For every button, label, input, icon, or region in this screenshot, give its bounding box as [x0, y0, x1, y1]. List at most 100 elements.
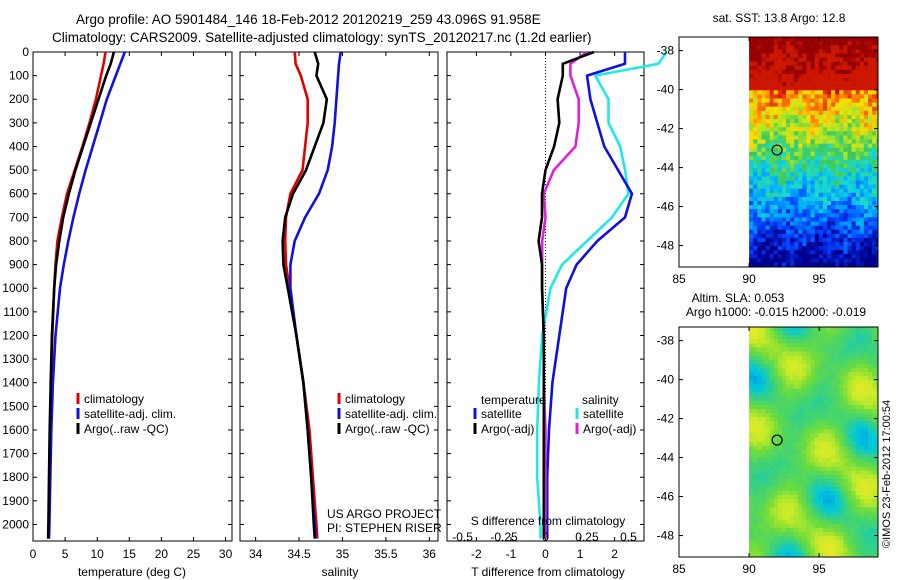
map-cell: [863, 454, 869, 459]
map-cell: [859, 106, 865, 112]
map-cell: [777, 343, 783, 348]
map-cell: [810, 368, 815, 373]
map-cell: [810, 478, 815, 484]
map-cell: [802, 229, 807, 235]
map-cell: [761, 49, 766, 54]
map-cell: [802, 417, 807, 422]
map-cell: [790, 94, 795, 99]
map-cell: [769, 82, 774, 87]
map-cell: [855, 400, 861, 406]
map-cell: [777, 114, 783, 120]
map-cell: [835, 445, 840, 451]
map-cell: [790, 123, 795, 128]
map-cell: [753, 82, 758, 87]
map-cell: [749, 482, 754, 488]
map-cell: [777, 94, 783, 99]
map-cell: [851, 262, 856, 267]
map-cell: [847, 507, 852, 512]
map-cell: [810, 78, 815, 83]
map-cell: [790, 127, 795, 132]
map-cell: [790, 131, 795, 136]
map-cell: [806, 351, 811, 356]
map-cell: [814, 441, 820, 447]
map-cell: [769, 172, 774, 177]
map-cell: [818, 491, 824, 496]
map-cell: [868, 417, 873, 422]
map-cell: [757, 147, 762, 153]
map-cell: [773, 180, 779, 185]
map-cell: [827, 536, 832, 541]
x-tick-label: 10: [91, 547, 105, 561]
map-cell: [769, 511, 774, 516]
map-cell: [835, 229, 840, 235]
map-cell: [769, 458, 774, 463]
map-cell: [806, 474, 811, 479]
map-cell: [868, 404, 873, 410]
map-cell: [810, 339, 815, 344]
map-cell: [777, 242, 783, 247]
map-cell: [798, 53, 803, 58]
map-cell: [781, 478, 787, 484]
map-cell: [781, 339, 787, 344]
map-y-tick-label: -44: [657, 161, 675, 175]
map-cell: [859, 192, 865, 198]
map-cell: [831, 127, 836, 132]
map-cell: [872, 482, 877, 488]
map-cell: [786, 474, 791, 479]
map-cell: [851, 49, 856, 54]
map-cell: [777, 376, 783, 381]
map-cell: [761, 491, 766, 496]
map-cell: [794, 359, 799, 365]
map-cell: [868, 495, 873, 500]
map-cell: [855, 192, 861, 198]
map-cell: [839, 347, 844, 352]
map-cell: [814, 380, 820, 385]
map-cell: [810, 359, 815, 365]
map-cell: [814, 192, 820, 198]
map-cell: [798, 425, 803, 430]
map-cell: [868, 527, 873, 533]
map-cell: [761, 470, 766, 475]
map-cell: [773, 127, 779, 132]
map-cell: [818, 246, 824, 251]
map-cell: [757, 65, 762, 71]
map-cell: [839, 376, 844, 381]
map-cell: [753, 376, 758, 381]
map-cell: [843, 123, 848, 128]
map-cell: [806, 192, 811, 198]
map-cell: [872, 217, 877, 222]
map-cell: [818, 519, 824, 525]
map-cell: [786, 515, 791, 520]
map-cell: [769, 176, 774, 181]
map-cell: [872, 396, 877, 402]
map-cell: [814, 445, 820, 451]
map-cell: [790, 474, 795, 479]
map-cell: [786, 548, 791, 553]
map-cell: [835, 102, 840, 107]
map-cell: [847, 65, 852, 71]
x-tick-label: -1: [506, 547, 517, 561]
map-cell: [749, 372, 754, 377]
map-cell: [839, 131, 844, 136]
map-cell: [786, 540, 791, 545]
map-cell: [859, 57, 865, 62]
map-cell: [827, 184, 832, 189]
map-cell: [790, 102, 795, 107]
map-cell: [765, 384, 770, 389]
map-cell: [855, 339, 861, 344]
map-cell: [814, 205, 820, 210]
map-cell: [872, 462, 877, 467]
map-cell: [786, 123, 791, 128]
map-cell: [872, 470, 877, 475]
map-cell: [851, 478, 856, 484]
map-cell: [753, 495, 758, 500]
map-cell: [810, 147, 815, 153]
map-cell: [876, 425, 879, 430]
map-cell: [835, 532, 840, 537]
map-cell: [872, 123, 877, 128]
map-cell: [757, 94, 762, 99]
map-cell: [806, 335, 811, 340]
map-cell: [786, 41, 791, 46]
map-cell: [753, 437, 758, 443]
map-cell: [855, 409, 861, 414]
